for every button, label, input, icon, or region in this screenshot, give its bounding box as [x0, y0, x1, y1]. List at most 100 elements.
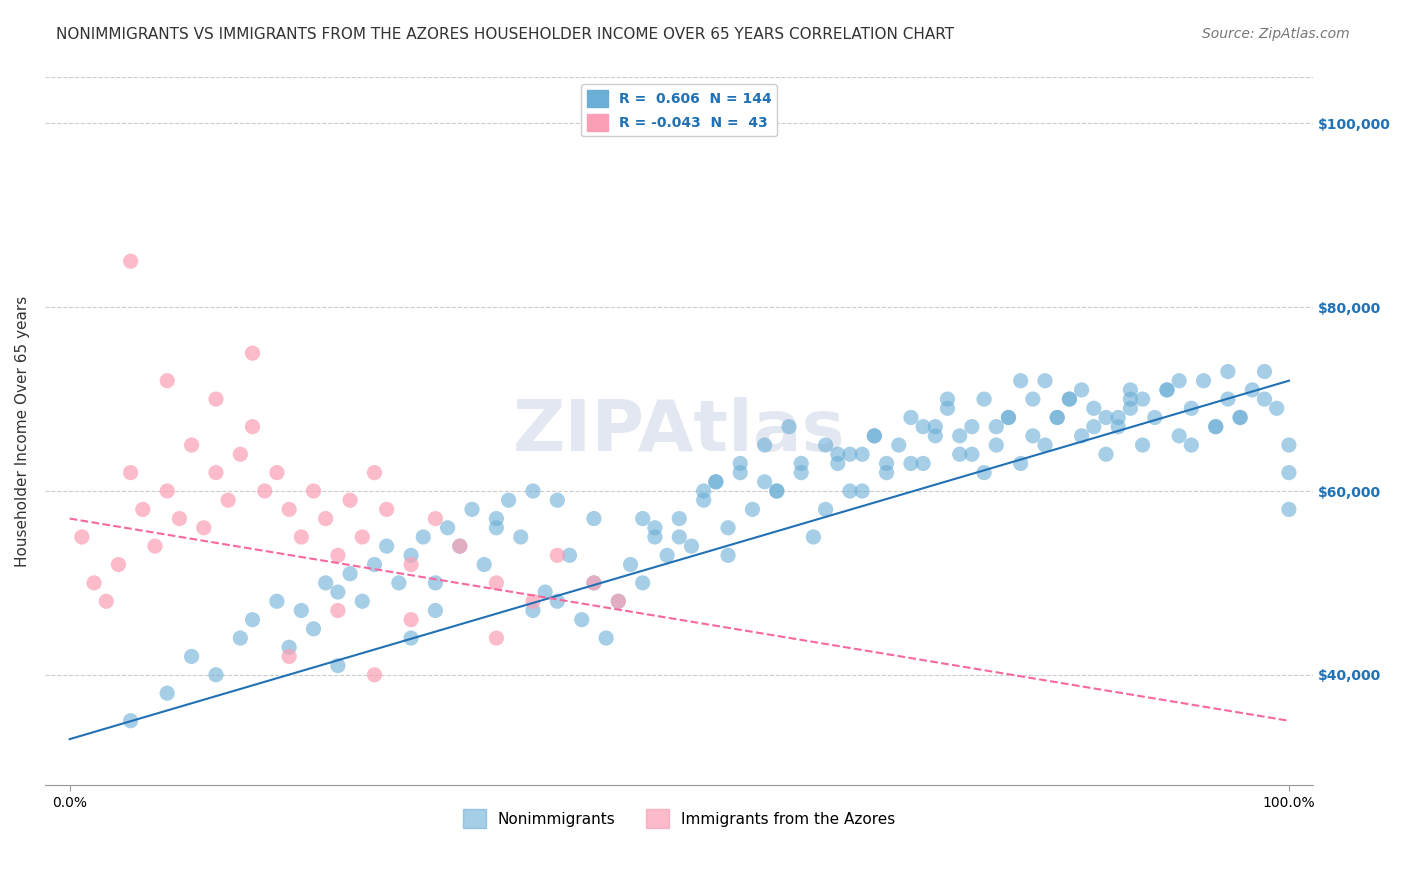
Point: [534, 585, 557, 599]
Point: [1192, 374, 1215, 388]
Point: [754, 438, 776, 452]
Point: [449, 539, 471, 553]
Point: [1010, 374, 1032, 388]
Point: [571, 613, 593, 627]
Point: [1278, 466, 1301, 480]
Point: [217, 493, 239, 508]
Point: [765, 483, 787, 498]
Point: [1216, 365, 1239, 379]
Point: [973, 392, 995, 406]
Point: [522, 603, 544, 617]
Text: ZIPAtlas: ZIPAtlas: [513, 397, 845, 466]
Point: [363, 466, 385, 480]
Point: [1132, 392, 1154, 406]
Point: [876, 466, 898, 480]
Point: [143, 539, 166, 553]
Point: [1095, 447, 1118, 461]
Point: [1033, 374, 1056, 388]
Point: [229, 447, 252, 461]
Point: [619, 558, 641, 572]
Point: [717, 549, 740, 563]
Point: [70, 530, 93, 544]
Point: [363, 558, 385, 572]
Point: [827, 447, 849, 461]
Point: [997, 410, 1019, 425]
Point: [912, 457, 935, 471]
Point: [582, 511, 605, 525]
Point: [96, 594, 118, 608]
Point: [399, 631, 422, 645]
Point: [461, 502, 484, 516]
Point: [326, 549, 349, 563]
Point: [803, 530, 825, 544]
Point: [1022, 429, 1045, 443]
Point: [1107, 410, 1129, 425]
Point: [156, 374, 179, 388]
Point: [1046, 410, 1069, 425]
Point: [546, 549, 568, 563]
Point: [522, 483, 544, 498]
Point: [1229, 410, 1251, 425]
Point: [704, 475, 727, 489]
Point: [1059, 392, 1081, 406]
Point: [949, 429, 972, 443]
Point: [399, 558, 422, 572]
Point: [278, 649, 301, 664]
Point: [1119, 401, 1142, 416]
Point: [912, 419, 935, 434]
Point: [851, 483, 873, 498]
Point: [156, 483, 179, 498]
Point: [668, 530, 690, 544]
Point: [132, 502, 155, 516]
Point: [1119, 392, 1142, 406]
Point: [936, 401, 959, 416]
Point: [644, 530, 666, 544]
Y-axis label: Householder Income Over 65 years: Householder Income Over 65 years: [15, 295, 30, 567]
Point: [863, 429, 886, 443]
Point: [412, 530, 434, 544]
Point: [363, 668, 385, 682]
Point: [399, 549, 422, 563]
Point: [1180, 401, 1202, 416]
Point: [326, 658, 349, 673]
Point: [352, 594, 374, 608]
Point: [839, 447, 862, 461]
Point: [425, 603, 447, 617]
Point: [266, 466, 288, 480]
Point: [546, 493, 568, 508]
Point: [607, 594, 630, 608]
Point: [1205, 419, 1227, 434]
Point: [205, 392, 228, 406]
Point: [399, 613, 422, 627]
Point: [558, 549, 581, 563]
Point: [582, 575, 605, 590]
Point: [352, 530, 374, 544]
Point: [290, 603, 312, 617]
Point: [668, 511, 690, 525]
Point: [692, 493, 714, 508]
Point: [375, 539, 398, 553]
Point: [851, 447, 873, 461]
Text: NONIMMIGRANTS VS IMMIGRANTS FROM THE AZORES HOUSEHOLDER INCOME OVER 65 YEARS COR: NONIMMIGRANTS VS IMMIGRANTS FROM THE AZO…: [56, 27, 955, 42]
Point: [546, 594, 568, 608]
Point: [278, 640, 301, 655]
Point: [949, 447, 972, 461]
Point: [582, 575, 605, 590]
Point: [790, 466, 813, 480]
Point: [1070, 383, 1092, 397]
Point: [326, 603, 349, 617]
Point: [924, 419, 946, 434]
Point: [728, 466, 751, 480]
Point: [778, 419, 800, 434]
Point: [1156, 383, 1178, 397]
Point: [242, 613, 264, 627]
Point: [1229, 410, 1251, 425]
Legend: Nonimmigrants, Immigrants from the Azores: Nonimmigrants, Immigrants from the Azore…: [457, 803, 901, 834]
Point: [242, 419, 264, 434]
Point: [522, 594, 544, 608]
Point: [1083, 401, 1105, 416]
Point: [205, 466, 228, 480]
Point: [1022, 392, 1045, 406]
Point: [302, 483, 325, 498]
Point: [631, 575, 654, 590]
